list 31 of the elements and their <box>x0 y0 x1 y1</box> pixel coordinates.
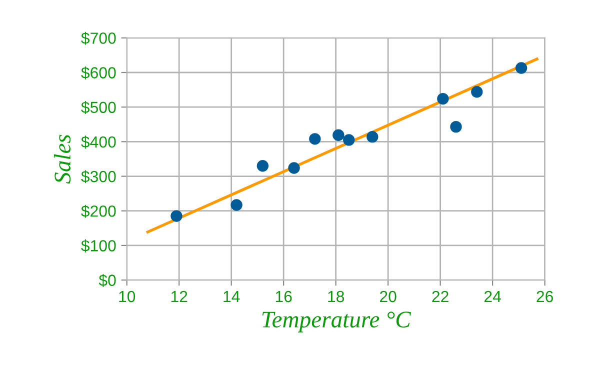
point <box>170 210 182 222</box>
x-axis-title: Temperature °C <box>262 312 412 332</box>
y-tick-label: $700 <box>81 32 116 45</box>
point <box>309 133 321 145</box>
point <box>437 92 449 105</box>
x-tick-label: 24 <box>484 290 501 302</box>
point <box>515 62 528 74</box>
point <box>256 160 269 172</box>
y-tick-label: $100 <box>81 239 116 252</box>
y-tick-label: $500 <box>81 101 116 114</box>
point <box>332 129 344 141</box>
y-tick-label: $400 <box>81 136 116 149</box>
point <box>471 86 483 98</box>
y-tick-label: $600 <box>81 66 116 80</box>
point <box>450 120 462 133</box>
x-tick-label: 10 <box>119 290 136 302</box>
point <box>366 130 378 143</box>
y-tick-label: $200 <box>81 204 116 218</box>
x-tick-label: 26 <box>536 290 553 302</box>
x-tick-label: 12 <box>171 290 188 302</box>
x-tick-label: 14 <box>224 291 240 302</box>
point <box>230 199 242 211</box>
y-axis-title: Sales <box>54 134 71 184</box>
y-tick-label: $0 <box>98 274 116 287</box>
x-tick-label: 22 <box>432 290 448 302</box>
y-tick-label: $300 <box>81 170 116 184</box>
point <box>288 162 300 174</box>
x-tick-label: 18 <box>328 290 344 302</box>
point <box>343 134 355 146</box>
x-tick-label: 16 <box>276 290 292 302</box>
x-tick-label: 20 <box>380 290 396 302</box>
